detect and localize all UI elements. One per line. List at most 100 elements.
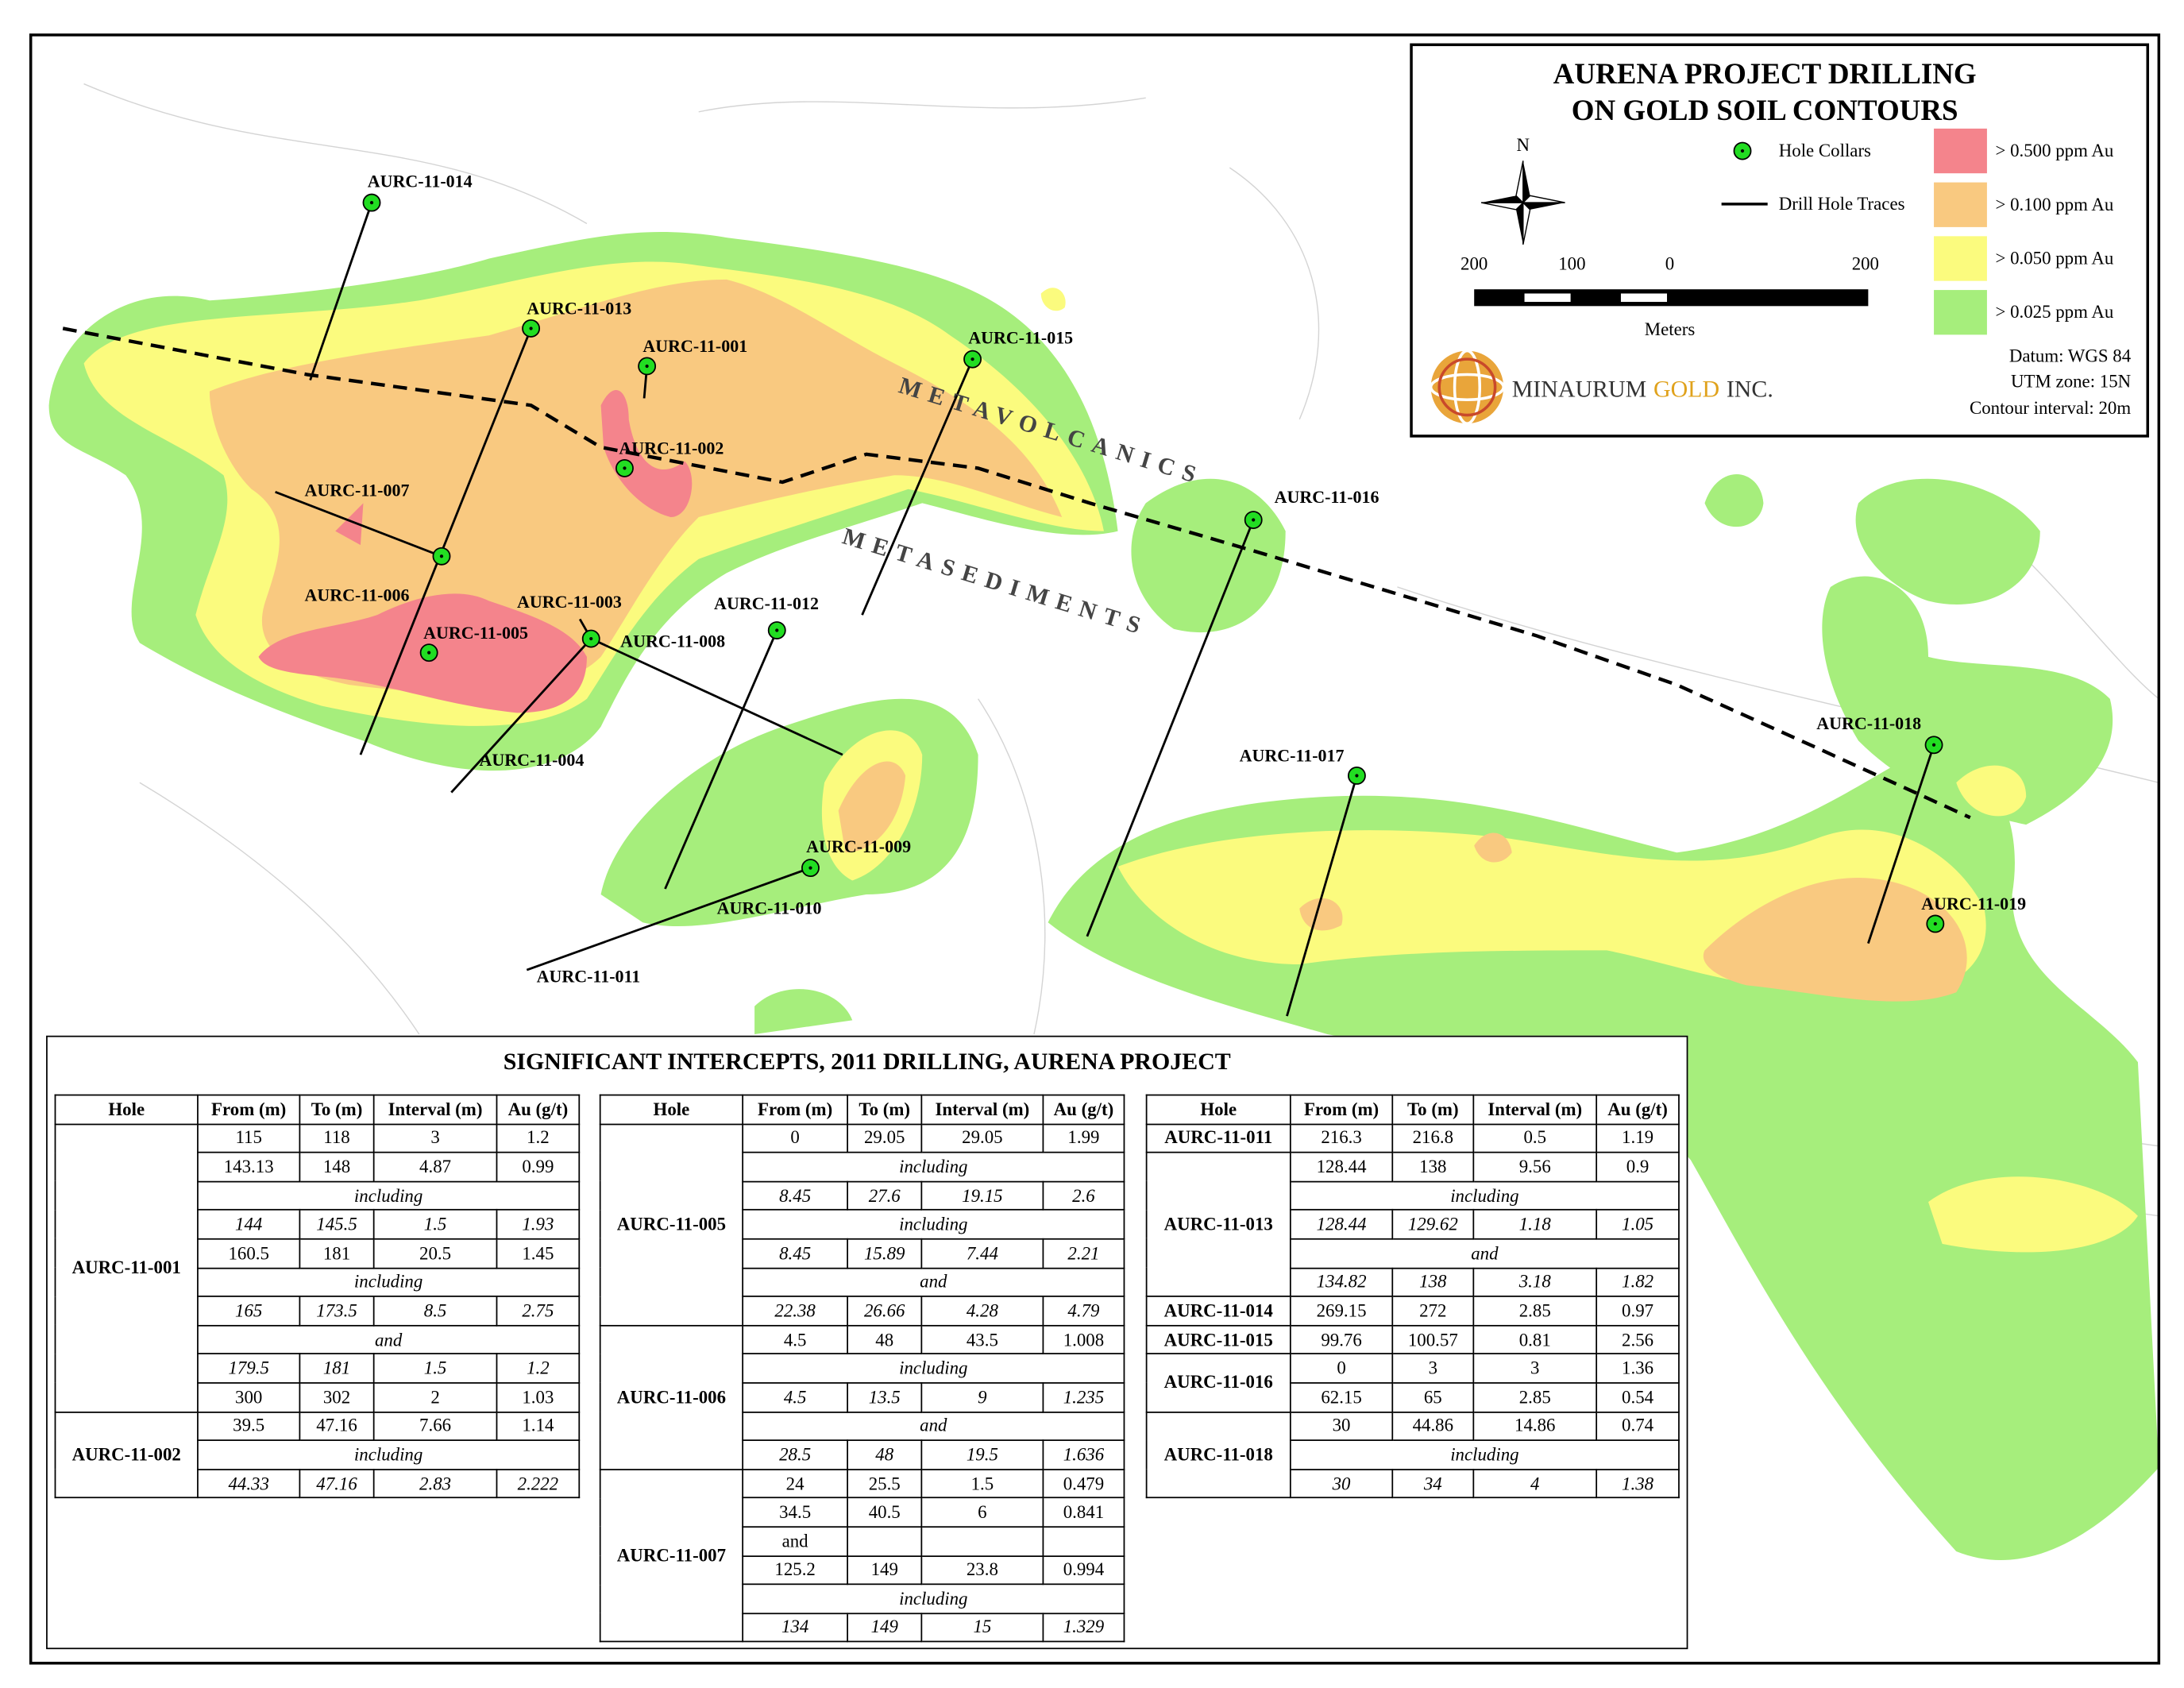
table-cell: 216.8 xyxy=(1391,1122,1475,1153)
contour-area xyxy=(1703,877,1967,1002)
intercept-row: 8.45 15.89 7.44 2.21 xyxy=(600,1238,1125,1269)
intercept-row: including xyxy=(600,1583,1125,1614)
table-cell: 29.05 xyxy=(847,1122,923,1153)
table-cell: 2 xyxy=(372,1381,498,1412)
table-cell: 8.45 xyxy=(742,1180,848,1211)
row-note: including xyxy=(742,1209,1125,1240)
intercept-row: AURC-11-002 39.5 47.16 7.66 1.14 xyxy=(54,1411,581,1499)
contour-area xyxy=(600,698,978,927)
table-cell: 0.5 xyxy=(1472,1122,1598,1153)
table-cell: 1.636 xyxy=(1042,1439,1125,1470)
table-cell: 1.18 xyxy=(1472,1209,1598,1240)
hole-label: AURC-11-012 xyxy=(714,593,819,613)
table-cell: 0 xyxy=(1289,1353,1394,1384)
table-cell: 128.44 xyxy=(1289,1209,1394,1240)
collar-center xyxy=(369,201,374,205)
row-note: including xyxy=(197,1180,581,1211)
table-cell: 181 xyxy=(299,1353,375,1384)
contour-area xyxy=(1704,474,1764,527)
scale-unit: Meters xyxy=(1645,319,1696,339)
collar-center xyxy=(775,628,779,632)
table-cell: 44.33 xyxy=(197,1468,301,1499)
contour-area xyxy=(600,390,693,517)
table-cell: 181 xyxy=(299,1238,375,1269)
table-cell: 3.18 xyxy=(1472,1267,1598,1298)
collar-center xyxy=(589,636,593,641)
table-cell: 115 xyxy=(197,1122,301,1153)
intercept-row: AURC-11-005 0 29.05 29.05 1.99 xyxy=(599,1122,1125,1327)
contour-area xyxy=(1131,478,1286,633)
table-cell: 272 xyxy=(1391,1296,1475,1327)
north-label: N xyxy=(1517,135,1530,155)
drill-trace xyxy=(590,637,843,756)
hole-id: AURC-11-013 xyxy=(1145,1152,1291,1298)
collar-center xyxy=(1252,518,1256,522)
table-cell: 149 xyxy=(847,1612,923,1643)
hole-label: AURC-11-016 xyxy=(1275,487,1379,507)
hole-label: AURC-11-009 xyxy=(806,836,911,856)
hole-label: AURC-11-018 xyxy=(1816,713,1921,733)
table-cell: 1.19 xyxy=(1596,1122,1680,1153)
intercept-row: and xyxy=(1147,1238,1680,1269)
drill-trace xyxy=(450,638,592,794)
table-cell: 2.85 xyxy=(1472,1381,1598,1412)
column-header: From (m) xyxy=(197,1094,301,1125)
intercepts-panel: SIGNIFICANT INTERCEPTS, 2011 DRILLING, A… xyxy=(46,1035,1688,1650)
table-cell: 0.99 xyxy=(496,1152,581,1183)
map-info: UTM zone: 15N xyxy=(2011,371,2131,391)
table-cell: 2.75 xyxy=(496,1296,581,1327)
hole-id: AURC-11-018 xyxy=(1145,1411,1291,1499)
table-cell: 9 xyxy=(920,1381,1044,1412)
collar-center xyxy=(645,364,649,369)
column-header: Au (g/t) xyxy=(496,1094,581,1125)
contour-swatch xyxy=(1934,182,1987,227)
intercept-row: including xyxy=(55,1180,581,1211)
table-cell: 144 xyxy=(197,1209,301,1240)
hole-label: AURC-11-010 xyxy=(717,898,822,917)
row-note: including xyxy=(197,1439,581,1470)
column-header: To (m) xyxy=(1391,1094,1475,1125)
table-cell: 165 xyxy=(197,1296,301,1327)
hole-label: AURC-11-002 xyxy=(619,438,723,458)
table-cell: 40.5 xyxy=(847,1497,923,1528)
hole-id: AURC-11-006 xyxy=(599,1324,744,1470)
table-cell: 1.05 xyxy=(1596,1209,1680,1240)
hole-label: AURC-11-005 xyxy=(423,623,528,643)
legend-label: > 0.025 ppm Au xyxy=(1995,302,2113,322)
drill-trace xyxy=(1286,775,1358,1017)
table-cell: 125.2 xyxy=(742,1555,848,1586)
table-cell: 3 xyxy=(1472,1353,1598,1384)
north-arrow xyxy=(1480,160,1565,245)
drill-trace xyxy=(359,327,532,755)
table-cell: 1.03 xyxy=(496,1381,581,1412)
intercept-row: 4.5 13.5 9 1.235 xyxy=(600,1381,1125,1412)
hole-label: AURC-11-015 xyxy=(968,328,1073,348)
table-cell: 1.329 xyxy=(1042,1612,1125,1643)
table-cell: 48 xyxy=(847,1324,923,1355)
table-cell: 173.5 xyxy=(299,1296,375,1327)
intercept-row: and xyxy=(600,1526,1125,1557)
table-cell: 149 xyxy=(847,1555,923,1586)
hole-label: AURC-11-007 xyxy=(305,480,410,500)
hole-id: AURC-11-002 xyxy=(54,1411,199,1499)
hole-id: AURC-11-015 xyxy=(1145,1324,1291,1355)
table-cell: 20.5 xyxy=(372,1238,498,1269)
table-cell: 62.15 xyxy=(1289,1381,1394,1412)
legend-label: > 0.500 ppm Au xyxy=(1995,141,2113,160)
table-cell: 9.56 xyxy=(1472,1152,1598,1183)
header-row: Hole From (m) To (m) Interval (m) Au (g/t) xyxy=(599,1094,1125,1125)
column-header: Interval (m) xyxy=(372,1094,498,1125)
table-cell: 14.86 xyxy=(1472,1411,1598,1442)
map-frame xyxy=(29,33,2161,1665)
table-cell: 1.93 xyxy=(496,1209,581,1240)
table-cell: 47.16 xyxy=(299,1468,375,1499)
column-header: Hole xyxy=(599,1094,744,1125)
intercept-row: and xyxy=(55,1324,581,1355)
table-cell: 2.222 xyxy=(496,1468,581,1499)
table-cell: 179.5 xyxy=(197,1353,301,1384)
table-cell: 1.2 xyxy=(496,1122,581,1153)
row-note: including xyxy=(1289,1439,1680,1470)
intercept-row: AURC-11-007 24 25.5 1.5 0.479 xyxy=(599,1468,1125,1643)
